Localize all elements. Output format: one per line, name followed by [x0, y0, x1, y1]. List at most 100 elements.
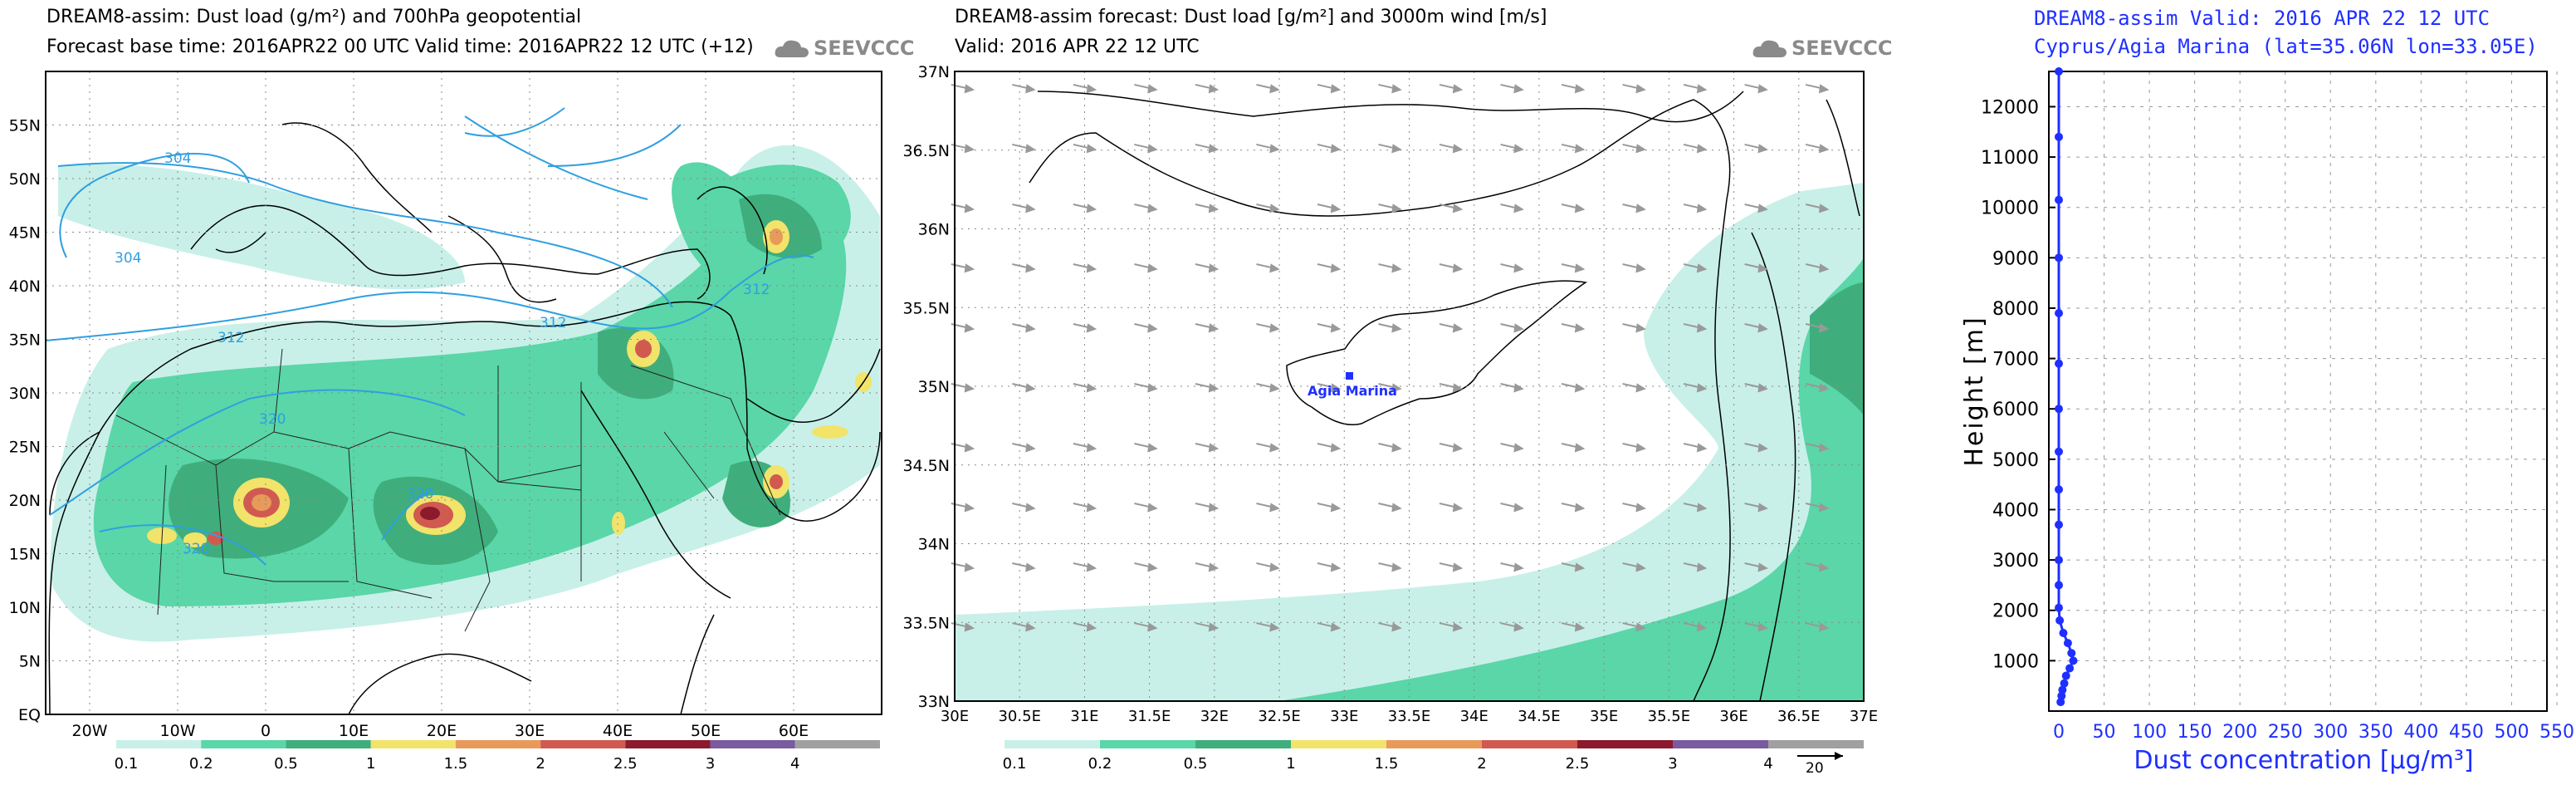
- colorbar-swatch: [370, 740, 456, 748]
- y-tick-label: 1000: [1992, 651, 2039, 672]
- colorbar-label: 1: [1286, 755, 1295, 773]
- dust-area-north: [58, 164, 465, 290]
- wind-arrow: [1500, 263, 1524, 273]
- wind-arrow: [1134, 383, 1158, 393]
- wind-arrow: [1805, 263, 1830, 273]
- wind-arrow: [1317, 323, 1342, 333]
- wind-arrow: [1500, 622, 1524, 632]
- cloud-icon: [775, 40, 809, 57]
- wind-arrow: [1256, 562, 1280, 572]
- wind-arrow: [1378, 622, 1402, 632]
- colorbar-label: 2.5: [1566, 755, 1590, 773]
- logo-text: SEEVCCC: [814, 37, 915, 60]
- wind-arrow: [1012, 622, 1036, 632]
- wind-arrow: [1378, 503, 1402, 513]
- wind-arrow: [1073, 383, 1097, 393]
- colorbar-label: 2.5: [613, 755, 638, 773]
- wind-arrow: [1317, 263, 1342, 273]
- profile-chart: 1000200030004000500060007000800090001000…: [1960, 67, 2574, 775]
- colorbar-swatch: [1100, 740, 1195, 748]
- wind-arrow: [1561, 562, 1586, 572]
- lon-labels-p2: 30E 30.5E 31E 31.5E 32E 32.5E 33E 33.5E 34E 34.5E…: [941, 708, 1878, 725]
- colorbar-swatch: [1195, 740, 1291, 748]
- wind-arrow: [1195, 143, 1220, 154]
- contour-label: 312: [743, 282, 770, 298]
- wind-arrow: [1744, 323, 1768, 333]
- wind-arrow: [1500, 383, 1524, 393]
- contour-label: 312: [540, 315, 566, 331]
- wind-arrow: [1561, 383, 1586, 393]
- colorbar-p2: 0.1 0.2 0.5 1 1.5 2 2.5 3 4: [1003, 740, 1864, 773]
- wind-arrow: [1744, 383, 1768, 393]
- y-tick-label: 3000: [1992, 551, 2039, 572]
- wind-arrow: [1805, 562, 1830, 572]
- wind-arrow: [1744, 622, 1768, 632]
- geopotential-contours: [45, 107, 814, 566]
- lon-tick-label: 30E: [941, 708, 969, 725]
- map-frame-p1: [45, 71, 882, 715]
- y-tick-label: 2000: [1992, 601, 2039, 622]
- x-tick-label: 300: [2313, 722, 2348, 743]
- wind-arrow: [1012, 443, 1036, 453]
- wind-arrow: [1195, 83, 1220, 94]
- wind-arrow: [1378, 323, 1402, 333]
- wind-arrow: [1073, 263, 1097, 273]
- wind-arrow: [1622, 263, 1646, 273]
- wind-arrow: [1073, 323, 1097, 333]
- wind-arrow: [1134, 323, 1158, 333]
- wind-arrow: [1805, 503, 1830, 513]
- lat-tick-label: 20N: [9, 492, 41, 510]
- contour-label: 320: [259, 411, 286, 428]
- profile-point: [2055, 253, 2063, 262]
- profile-point: [2060, 679, 2069, 688]
- wind-reference: 20: [1797, 752, 1843, 777]
- lon-tick-label: 37E: [1850, 708, 1878, 725]
- profile-point: [2055, 556, 2063, 565]
- wind-arrow: [1195, 562, 1220, 572]
- wind-arrow: [1683, 383, 1708, 393]
- lat-tick-label: 34N: [918, 536, 950, 554]
- colorbar-label: 4: [1763, 755, 1772, 773]
- lon-tick-label: 20E: [427, 722, 457, 740]
- colorbar-swatch: [540, 740, 626, 748]
- lon-tick-label: 10E: [339, 722, 369, 740]
- wind-arrows: [951, 83, 1830, 632]
- colorbar-swatch: [1577, 740, 1673, 748]
- wind-arrow: [1073, 622, 1097, 632]
- coastlines-p2: [1029, 91, 1860, 702]
- lon-tick-label: 32E: [1200, 708, 1229, 725]
- wind-arrow: [1683, 323, 1708, 333]
- wind-arrow: [1073, 143, 1097, 154]
- x-tick-label: 350: [2358, 722, 2393, 743]
- wind-arrow: [1439, 263, 1464, 273]
- panel3-subtitle: Cyprus/Agia Marina (lat=35.06N lon=33.05…: [2034, 35, 2538, 58]
- lat-tick-label: 37N: [918, 63, 950, 81]
- profile-point: [2055, 447, 2063, 456]
- wind-arrow: [1439, 83, 1464, 94]
- wind-arrow: [1683, 622, 1708, 632]
- wind-arrow: [1195, 503, 1220, 513]
- y-tick-label: 12000: [1981, 97, 2039, 118]
- colorbar-label: 2: [535, 755, 545, 773]
- wind-arrow: [1805, 203, 1830, 213]
- wind-arrow: [1378, 263, 1402, 273]
- panel1-subtitle: Forecast base time: 2016APR22 00 UTC Val…: [46, 37, 754, 57]
- wind-arrow: [1012, 323, 1036, 333]
- wind-arrow: [1683, 263, 1708, 273]
- wind-arrow: [1195, 203, 1220, 213]
- wind-arrow: [1500, 143, 1524, 154]
- profile-point: [2055, 195, 2063, 204]
- profile-point: [2055, 132, 2063, 141]
- colorbar-label: 4: [790, 755, 799, 773]
- station-marker: [1346, 372, 1353, 380]
- profile-point: [2055, 359, 2063, 368]
- lat-tick-label: 34.5N: [902, 457, 950, 475]
- colorbar-label: 3: [706, 755, 715, 773]
- wind-arrow: [1195, 622, 1220, 632]
- wind-arrow: [1500, 443, 1524, 453]
- wind-arrow: [1073, 83, 1097, 94]
- wind-arrow: [1134, 263, 1158, 273]
- profile-point: [2067, 649, 2076, 658]
- profile-point: [2055, 520, 2063, 529]
